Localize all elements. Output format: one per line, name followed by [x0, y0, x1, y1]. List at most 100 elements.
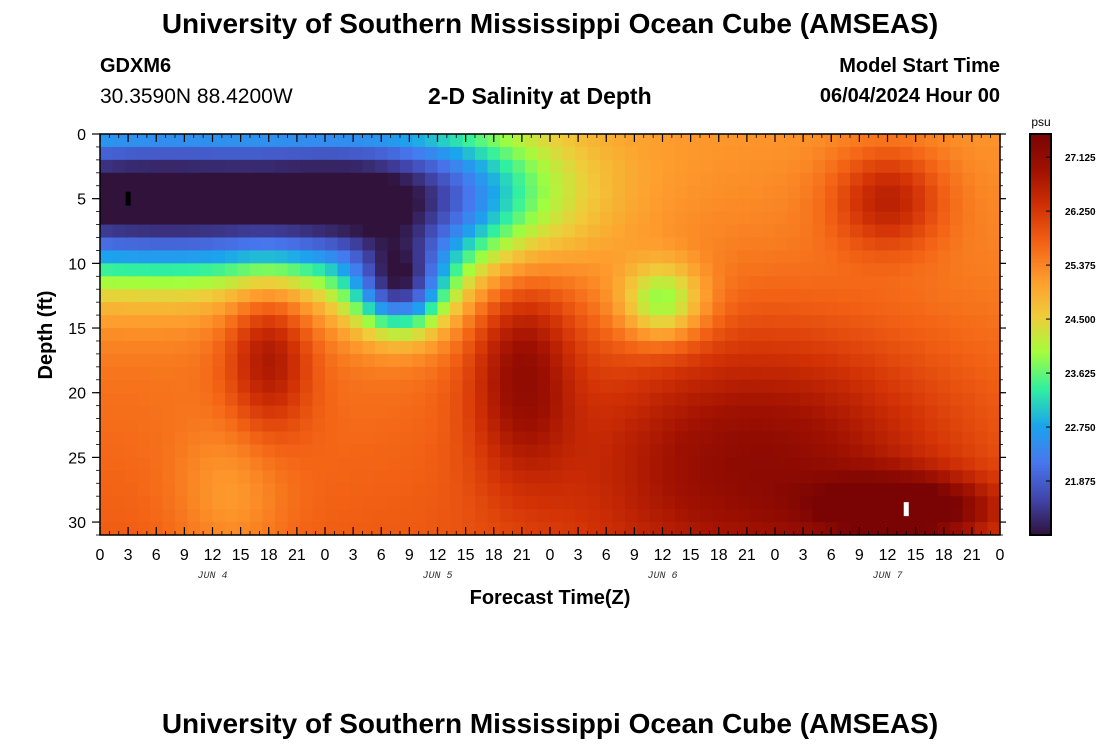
- heatmap-cell: [387, 185, 401, 200]
- heatmap-cell: [212, 302, 226, 316]
- heatmap-cell: [975, 522, 989, 535]
- heatmap-cell: [125, 250, 139, 264]
- heatmap-cell: [825, 470, 839, 484]
- heatmap-cell: [262, 444, 276, 458]
- heatmap-cell: [300, 418, 314, 433]
- heatmap-cell: [550, 379, 564, 394]
- heatmap-cell: [237, 470, 251, 484]
- heatmap-cell: [662, 392, 676, 407]
- heatmap-cell: [162, 328, 176, 342]
- heatmap-cell: [825, 483, 839, 497]
- heatmap-cell: [387, 328, 401, 342]
- heatmap-cell: [937, 172, 951, 187]
- heatmap-cell: [512, 224, 526, 239]
- heatmap-cell: [737, 457, 751, 471]
- heatmap-cell: [687, 483, 701, 497]
- heatmap-cell: [937, 431, 951, 446]
- heatmap-cell: [787, 315, 801, 329]
- heatmap-cell: [737, 431, 751, 446]
- heatmap-cell: [625, 392, 639, 407]
- heatmap-cell: [900, 340, 914, 355]
- heatmap-cell: [375, 185, 389, 200]
- heatmap-cell: [500, 237, 514, 252]
- heatmap-cell: [250, 444, 264, 458]
- heatmap-cell: [187, 198, 201, 213]
- heatmap-cell: [950, 379, 964, 394]
- heatmap-cell: [700, 276, 714, 290]
- heatmap-cell: [975, 250, 989, 264]
- heatmap-cell: [800, 172, 814, 187]
- heatmap-cell: [575, 159, 589, 174]
- heatmap-cell: [225, 353, 239, 368]
- heatmap-cell: [700, 431, 714, 446]
- heatmap-cell: [487, 431, 501, 446]
- heatmap-cell: [962, 431, 976, 446]
- heatmap-cell: [712, 250, 726, 264]
- heatmap-cell: [812, 444, 826, 458]
- heatmap-cell: [562, 146, 576, 161]
- heatmap-cell: [612, 134, 626, 148]
- heatmap-cell: [387, 172, 401, 187]
- heatmap-cell: [537, 392, 551, 407]
- heatmap-cell: [900, 392, 914, 407]
- x-axis: 0 3 6 9 12 15 18 21 0 3 6 9 12 15 18 21 0 3 6 9 12 15 18 21 0 3 6 9…: [96, 134, 1005, 582]
- heatmap-cell: [437, 328, 451, 342]
- heatmap-cell: [562, 159, 576, 174]
- heatmap-cell: [425, 340, 439, 355]
- heatmap-cell: [812, 366, 826, 381]
- heatmap-cell: [250, 185, 264, 200]
- heatmap-cell: [237, 185, 251, 200]
- heatmap-cell: [350, 276, 364, 290]
- heatmap-cell: [787, 457, 801, 471]
- heatmap-cell: [600, 392, 614, 407]
- heatmap-cell: [175, 366, 189, 381]
- heatmap-cell: [437, 379, 451, 394]
- heatmap-cell: [625, 522, 639, 535]
- heatmap-cell: [475, 315, 489, 329]
- heatmap-cell: [412, 276, 426, 290]
- heatmap-cell: [312, 159, 326, 174]
- heatmap-cell: [725, 134, 739, 148]
- heatmap-cell: [100, 315, 114, 329]
- heatmap-cell: [875, 405, 889, 420]
- heatmap-cell: [487, 224, 501, 239]
- heatmap-cell: [787, 392, 801, 407]
- heatmap-cell: [800, 522, 814, 535]
- heatmap-cell: [950, 263, 964, 277]
- heatmap-cell: [775, 146, 789, 161]
- heatmap-cell: [312, 366, 326, 381]
- heatmap-cell: [525, 134, 539, 148]
- heatmap-cell: [887, 418, 901, 433]
- heatmap-cell: [537, 340, 551, 355]
- heatmap-cell: [462, 509, 476, 523]
- heatmap-cell: [475, 237, 489, 252]
- heatmap-cell: [850, 392, 864, 407]
- heatmap-cell: [400, 366, 414, 381]
- heatmap-cell: [275, 159, 289, 174]
- heatmap-cell: [937, 470, 951, 484]
- heatmap-cell: [250, 353, 264, 368]
- heatmap-cell: [187, 522, 201, 535]
- heatmap-cell: [262, 509, 276, 523]
- heatmap-cell: [725, 276, 739, 290]
- heatmap-cell: [337, 172, 351, 187]
- heatmap-cell: [687, 392, 701, 407]
- heatmap-cell: [575, 392, 589, 407]
- heatmap-cell: [950, 431, 964, 446]
- heatmap-cell: [537, 263, 551, 277]
- heatmap-cell: [712, 483, 726, 497]
- heatmap-cell: [150, 366, 164, 381]
- heatmap-cell: [337, 185, 351, 200]
- heatmap-cell: [287, 302, 301, 316]
- heatmap-cell: [575, 431, 589, 446]
- heatmap-cell: [512, 418, 526, 433]
- heatmap-cell: [287, 250, 301, 264]
- heatmap-cell: [475, 392, 489, 407]
- heatmap-cell: [137, 392, 151, 407]
- heatmap-cell: [500, 198, 514, 213]
- heatmap-cell: [662, 522, 676, 535]
- heatmap-cell: [562, 328, 576, 342]
- heatmap-cell: [650, 483, 664, 497]
- heatmap-cell: [325, 263, 339, 277]
- heatmap-cell: [537, 211, 551, 226]
